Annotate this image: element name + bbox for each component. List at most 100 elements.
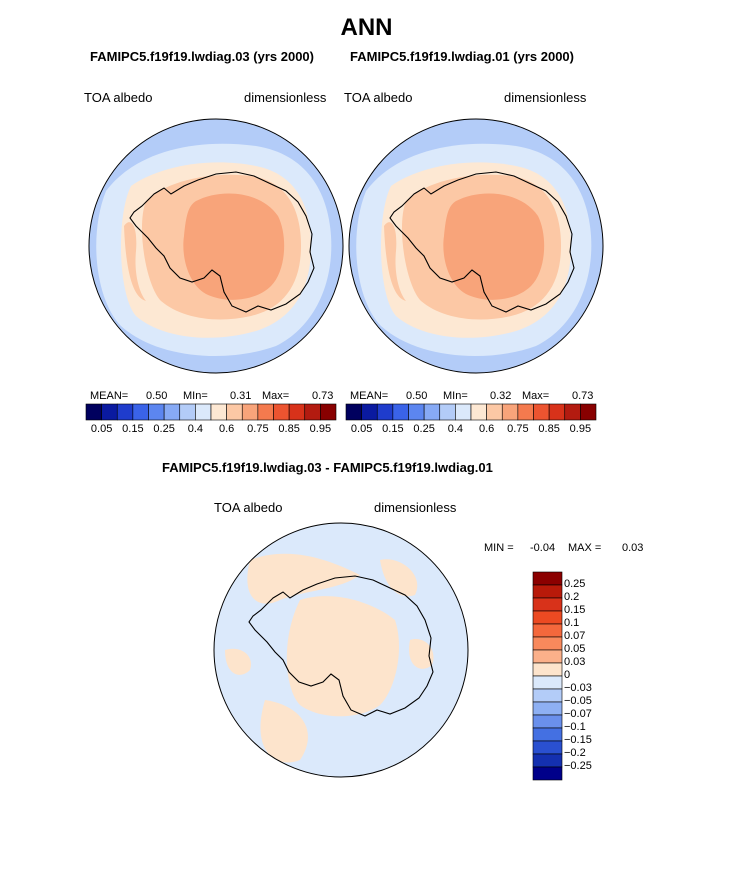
panel2-colorbar-swatch <box>455 403 472 421</box>
difference-colorbar-swatch <box>532 597 563 612</box>
panel1-colorbar-swatch <box>148 403 165 421</box>
panel2-colorbar <box>345 403 597 421</box>
difference-colorbar-tick-label: −0.03 <box>564 682 592 694</box>
panel2-colorbar-tick-label: 0.75 <box>507 423 529 435</box>
panel2-colorbar-swatch <box>564 403 581 421</box>
panel2-colorbar-swatch <box>580 403 597 421</box>
panel1-colorbar-swatch <box>195 403 212 421</box>
difference-units: dimensionless <box>374 500 457 515</box>
panel2-colorbar-tick-label: 0.25 <box>413 423 435 435</box>
panel1-colorbar-swatch <box>132 403 149 421</box>
panel2-min: 0.32 <box>490 390 512 402</box>
difference-colorbar-tick-label: 0.03 <box>564 656 586 668</box>
difference-colorbar <box>532 571 563 781</box>
panel2-mean: 0.50 <box>406 390 428 402</box>
panel2-colorbar-tick-label: 0.95 <box>569 423 592 435</box>
difference-colorbar-tick-label: 0.2 <box>564 591 580 603</box>
difference-max-label: MAX = <box>568 542 602 554</box>
panel2-mean-label: MEAN= <box>350 390 389 402</box>
panel2-colorbar-swatch <box>517 403 534 421</box>
panel1-colorbar-tick-label: 0.85 <box>278 423 300 435</box>
difference-variable: TOA albedo <box>214 500 283 515</box>
panel1-colorbar-swatch <box>241 403 259 421</box>
panel1-variable: TOA albedo <box>84 90 153 105</box>
panel1-colorbar-swatch <box>101 403 118 421</box>
panel2-min-label: MIn= <box>443 390 468 402</box>
difference-colorbar-swatch <box>532 623 563 638</box>
panel2-units: dimensionless <box>504 90 587 105</box>
panel1-colorbar-tick-label: 0.05 <box>90 423 113 435</box>
difference-colorbar-swatch <box>532 688 563 703</box>
panel2-colorbar-swatch <box>376 403 394 421</box>
panel2-colorbar-swatch <box>470 403 487 421</box>
panel2-colorbar-swatch <box>345 403 362 421</box>
difference-colorbar-swatch <box>532 753 563 768</box>
panel1-map <box>89 119 343 373</box>
panel2-colorbar-swatch <box>408 403 425 421</box>
difference-colorbar-swatch <box>532 610 563 625</box>
difference-colorbar-tick-label: 0.07 <box>564 630 586 642</box>
difference-colorbar-swatch <box>532 662 563 677</box>
difference-colorbar-tick-label: −0.05 <box>564 695 592 707</box>
panel1-min-label: MIn= <box>183 390 208 402</box>
panel2-colorbar-tick-label: 0.4 <box>447 423 464 435</box>
panel1-colorbar-swatch <box>288 403 306 421</box>
panel1-max-label: Max= <box>262 390 290 402</box>
panel1-colorbar-tick-label: 0.4 <box>187 423 204 435</box>
panel1-min: 0.31 <box>230 390 252 402</box>
panel1-colorbar-swatch <box>163 403 181 421</box>
panel2-colorbar-tick-label: 0.15 <box>382 423 404 435</box>
panel1-colorbar-swatch <box>257 403 274 421</box>
panel1-colorbar-swatch <box>116 403 134 421</box>
panel1-max: 0.73 <box>312 390 334 402</box>
difference-colorbar-swatch <box>532 636 563 651</box>
difference-colorbar-swatch <box>532 571 563 586</box>
main-title: ANN <box>340 14 393 41</box>
panel1-colorbar-tick-label: 0.15 <box>122 423 144 435</box>
difference-colorbar-swatch <box>532 701 563 716</box>
panel1-colorbar-tick-label: 0.75 <box>247 423 269 435</box>
difference-colorbar-swatch <box>532 727 563 742</box>
difference-colorbar-tick-label: 0.15 <box>564 604 586 616</box>
panel1-case-title: FAMIPC5.f19f19.lwdiag.03 (yrs 2000) <box>90 49 314 64</box>
difference-colorbar-tick-label: 0 <box>564 669 571 681</box>
panel2-colorbar-tick-label: 0.6 <box>478 423 495 435</box>
panel1-colorbar-swatch <box>320 403 337 421</box>
panel1-mean-label: MEAN= <box>90 390 129 402</box>
difference-max: 0.03 <box>622 542 644 554</box>
panel2-max-label: Max= <box>522 390 550 402</box>
difference-colorbar-tick-label: −0.15 <box>564 734 592 746</box>
panel2-colorbar-swatch <box>486 403 503 421</box>
panel1-colorbar-swatch <box>304 403 321 421</box>
panel2-colorbar-swatch <box>501 403 519 421</box>
panel1-colorbar-swatch <box>226 403 243 421</box>
panel2-colorbar-swatch <box>423 403 441 421</box>
panel2-colorbar-tick-label: 0.05 <box>350 423 373 435</box>
difference-colorbar-swatch <box>532 740 563 755</box>
difference-colorbar-swatch <box>532 649 563 664</box>
difference-min: -0.04 <box>530 542 556 554</box>
panel2-colorbar-tick-label: 0.85 <box>538 423 560 435</box>
panel1-colorbar-tick-label: 0.6 <box>218 423 235 435</box>
panel1-colorbar-swatch <box>273 403 290 421</box>
difference-title: FAMIPC5.f19f19.lwdiag.03 - FAMIPC5.f19f1… <box>162 460 493 475</box>
difference-colorbar-tick-label: −0.25 <box>564 760 592 772</box>
difference-colorbar-tick-label: 0.1 <box>564 617 580 629</box>
panel1-mean: 0.50 <box>146 390 168 402</box>
panel2-colorbar-swatch <box>548 403 566 421</box>
panel2-variable: TOA albedo <box>344 90 413 105</box>
difference-colorbar-tick-label: −0.2 <box>564 747 586 759</box>
panel1-colorbar-tick-label: 0.25 <box>153 423 175 435</box>
difference-colorbar-swatch <box>532 675 563 690</box>
difference-colorbar-tick-label: −0.1 <box>564 721 586 733</box>
panel2-case-title: FAMIPC5.f19f19.lwdiag.01 (yrs 2000) <box>350 49 574 64</box>
panel2-colorbar-swatch <box>439 403 456 421</box>
difference-colorbar-tick-label: −0.07 <box>564 708 592 720</box>
panel1-colorbar-swatch <box>85 403 102 421</box>
difference-colorbar-swatch <box>532 584 563 599</box>
panel2-colorbar-swatch <box>361 403 378 421</box>
difference-min-label: MIN = <box>484 542 514 554</box>
difference-map <box>214 523 468 777</box>
difference-colorbar-tick-label: 0.25 <box>564 578 586 590</box>
panel1-colorbar-swatch <box>179 403 196 421</box>
